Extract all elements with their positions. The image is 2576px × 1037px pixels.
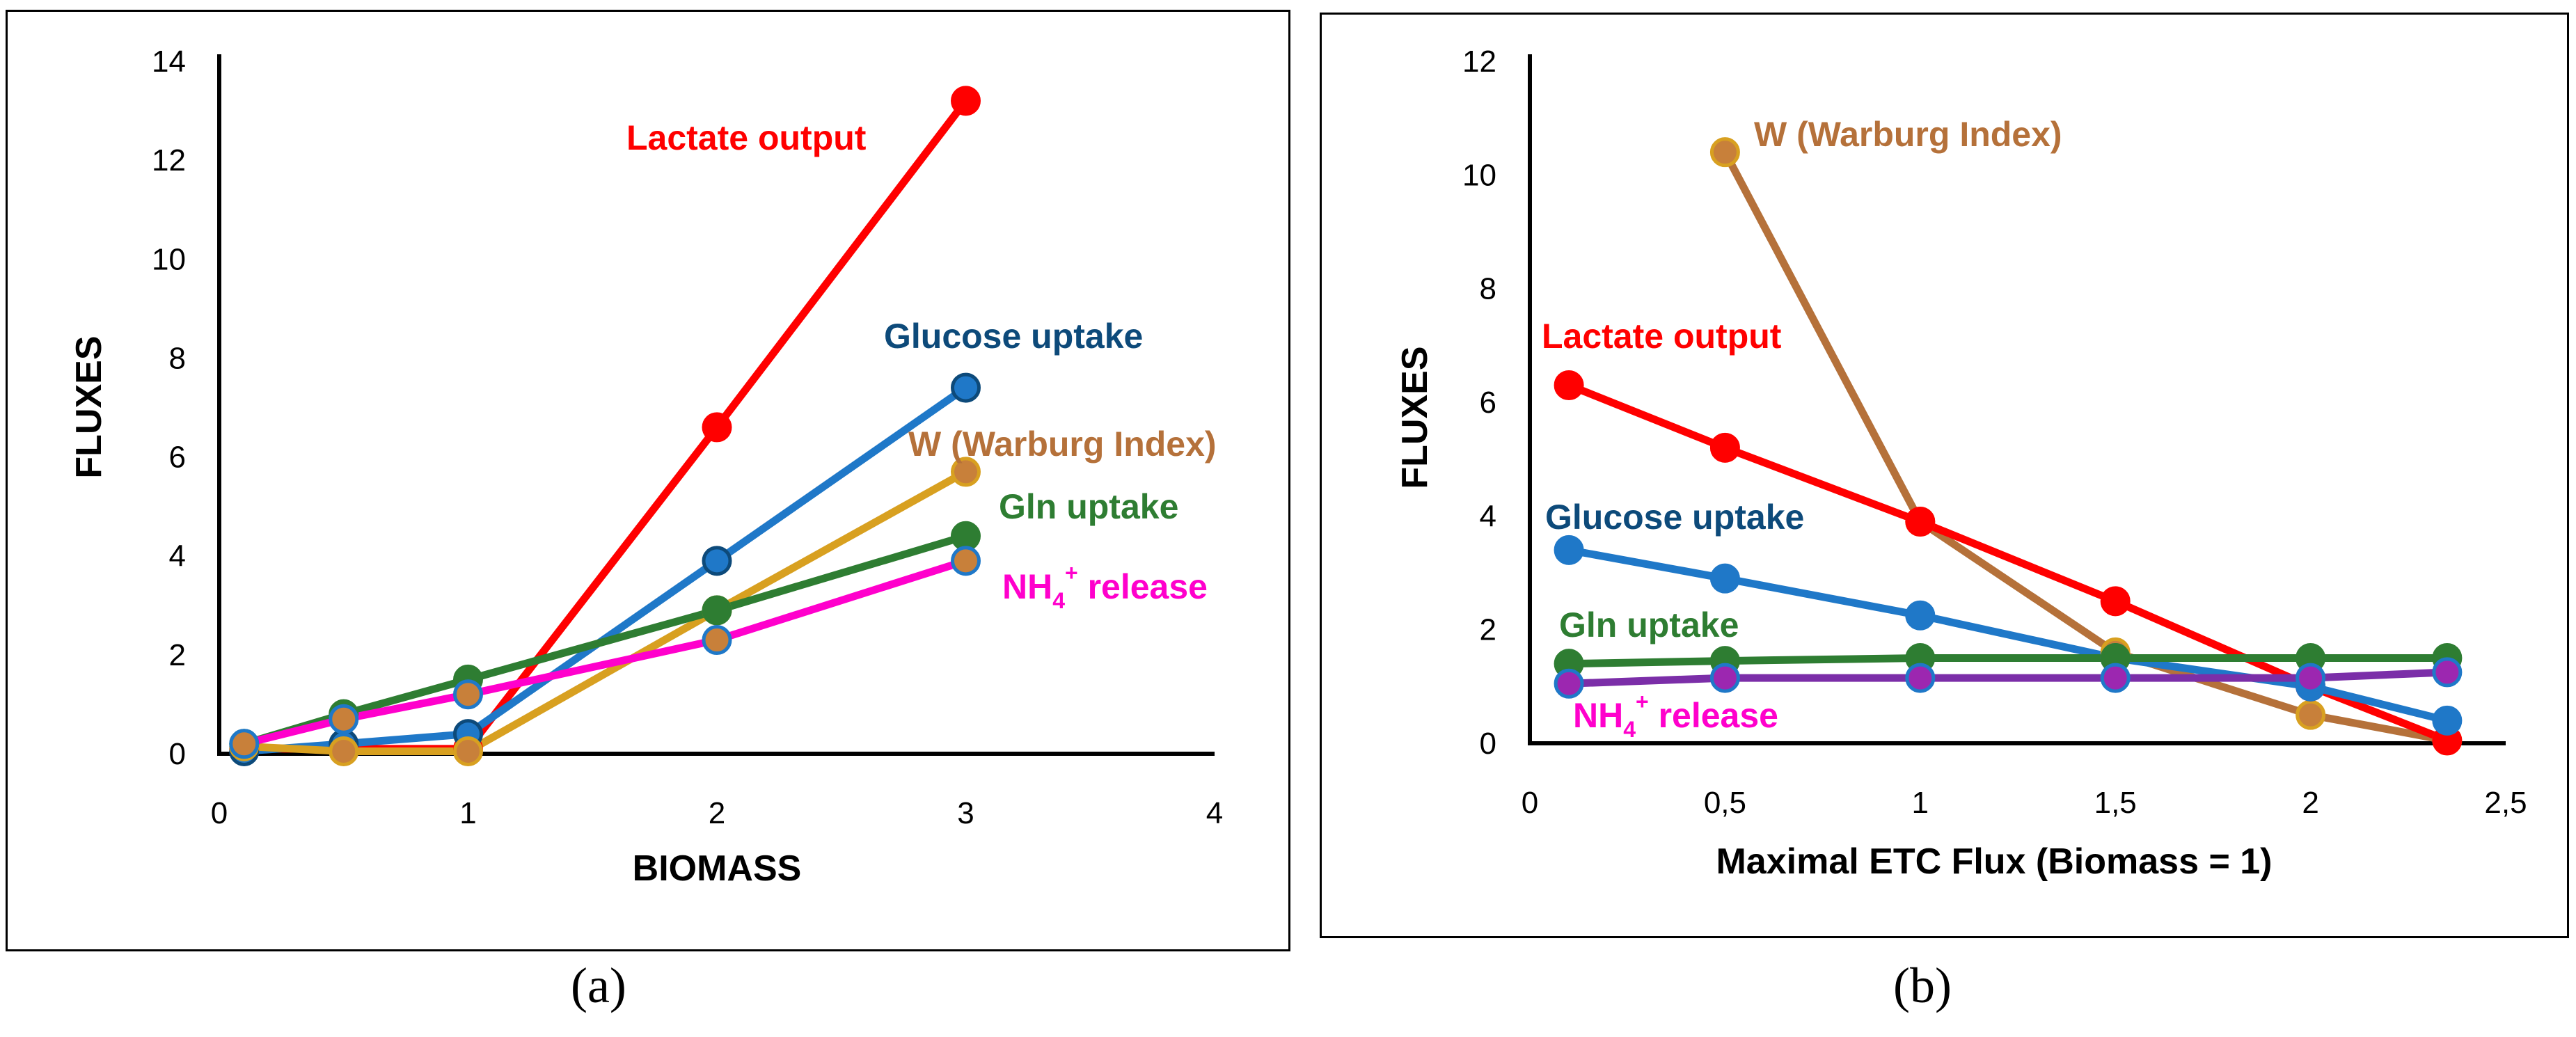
panel-a-y-tick-label: 10 — [152, 242, 186, 276]
panel-a-label-w-warburg-index: W (Warburg Index) — [908, 425, 1217, 464]
panel-b-y-tick-label: 10 — [1462, 158, 1496, 192]
panel-b-x-tick-label: 2,5 — [2484, 786, 2527, 820]
caption-a: (a) — [571, 958, 626, 1013]
panel-b-y-tick-label: 8 — [1480, 272, 1496, 306]
panel-a-y-axis-title: FLUXES — [69, 335, 109, 478]
panel-b-y-tick-label: 0 — [1480, 727, 1496, 761]
panel-b-point-lactate-output — [2100, 586, 2131, 617]
panel-a-point-nh4-release — [229, 729, 260, 759]
panel-a-point-glucose-uptake — [702, 546, 732, 576]
panel-b-label-lactate-output: Lactate output — [1542, 317, 1782, 356]
panel-b-x-tick-label: 0 — [1522, 786, 1538, 820]
panel-a-label-glucose-uptake: Glucose uptake — [884, 317, 1143, 356]
panel-b-point-nh4-release — [1554, 668, 1584, 699]
panel-a-label-lactate-output: Lactate output — [626, 118, 867, 157]
panel-a-y-tick-label: 14 — [152, 45, 186, 79]
panel-b-series-line-nh4-release — [1568, 668, 2448, 688]
panel-b-y-tick-label: 12 — [1462, 45, 1496, 79]
panel-a-x-tick-label: 3 — [957, 796, 974, 830]
panel-b-x-tick-label: 0,5 — [1704, 786, 1746, 820]
panel-b-y-axis-title: FLUXES — [1395, 346, 1435, 489]
panel-a-y-tick-label: 2 — [169, 638, 186, 672]
panel-b-x-tick-label: 2 — [2302, 786, 2318, 820]
panel-b-point-nh4-release — [2100, 663, 2131, 693]
panel-a-point-nh4-release — [453, 679, 483, 710]
panel-b-label-nh4-release: NH4+ release — [1573, 689, 1778, 742]
panel-a-point-gln-uptake — [951, 521, 981, 551]
panel-b-point-lactate-output — [1554, 370, 1584, 400]
panel-a-y-tick-label: 12 — [152, 143, 186, 177]
panel-b-point-glucose-uptake — [1554, 535, 1584, 565]
panel-b-y-tick-label: 2 — [1480, 613, 1496, 647]
panel-a-x-axis-title: BIOMASS — [633, 848, 802, 889]
panel-a-point-w-warburg-index — [329, 736, 359, 766]
panel-a-point-gln-uptake — [702, 595, 732, 626]
panel-a-point-nh4-release — [329, 704, 359, 734]
panel-b-series-line-gln-uptake — [1568, 654, 2447, 668]
panel-b-label-glucose-uptake: Glucose uptake — [1545, 498, 1804, 537]
panel-b-point-glucose-uptake — [1905, 600, 1936, 631]
panel-a-point-w-warburg-index — [453, 736, 483, 766]
panel-a-x-tick-label: 0 — [211, 796, 228, 830]
panel-b-point-nh4-release — [1709, 663, 1740, 693]
caption-b: (b) — [1893, 958, 1952, 1013]
panel-b-x-tick-label: 1 — [1912, 786, 1929, 820]
panel-b-label-w-warburg-index: W (Warburg Index) — [1754, 115, 2062, 154]
panel-b-point-glucose-uptake — [1709, 563, 1740, 594]
panel-b-label-gln-uptake: Gln uptake — [1559, 605, 1739, 644]
panel-a-point-glucose-uptake — [951, 372, 981, 403]
panel-b-x-tick-label: 1,5 — [2094, 786, 2137, 820]
panel-a-y-tick-label: 8 — [169, 341, 186, 375]
panel-a-y-tick-label: 4 — [169, 539, 186, 573]
panel-b-series-line-glucose-uptake — [1568, 546, 2449, 725]
panel-a-series-line-lactate-output — [244, 98, 969, 753]
panel-a-point-lactate-output — [951, 86, 981, 116]
panel-b-point-w-warburg-index — [2296, 699, 2326, 730]
panel-a-point-w-warburg-index — [951, 457, 981, 487]
panel-a-label-gln-uptake: Gln uptake — [999, 487, 1178, 526]
panel-a-x-tick-label: 2 — [709, 796, 725, 830]
panel-b-point-lactate-output — [1709, 432, 1740, 463]
panel-b-point-glucose-uptake — [2432, 705, 2463, 736]
panel-a-y-tick-label: 6 — [169, 441, 186, 475]
panel-b-y-tick-label: 4 — [1480, 499, 1496, 533]
panel-a-x-tick-label: 1 — [459, 796, 476, 830]
panel-b-y-tick-label: 6 — [1480, 386, 1496, 420]
panel-b-x-axis-title: Maximal ETC Flux (Biomass = 1) — [1716, 841, 2272, 882]
panel-a-point-nh4-release — [702, 625, 732, 656]
panel-a-label-nh4-release: NH4+ release — [1002, 560, 1208, 613]
panel-a-y-tick-label: 0 — [169, 737, 186, 771]
panel-b-point-nh4-release — [2432, 657, 2463, 688]
panel-b-point-nh4-release — [1905, 663, 1936, 693]
panel-a-point-lactate-output — [702, 412, 732, 443]
panel-b-point-lactate-output — [1905, 507, 1936, 537]
panel-a-point-nh4-release — [951, 546, 981, 576]
panel-a-x-tick-label: 4 — [1206, 796, 1223, 830]
panel-b-point-nh4-release — [2296, 663, 2326, 693]
panel-b-point-w-warburg-index — [1709, 137, 1740, 168]
